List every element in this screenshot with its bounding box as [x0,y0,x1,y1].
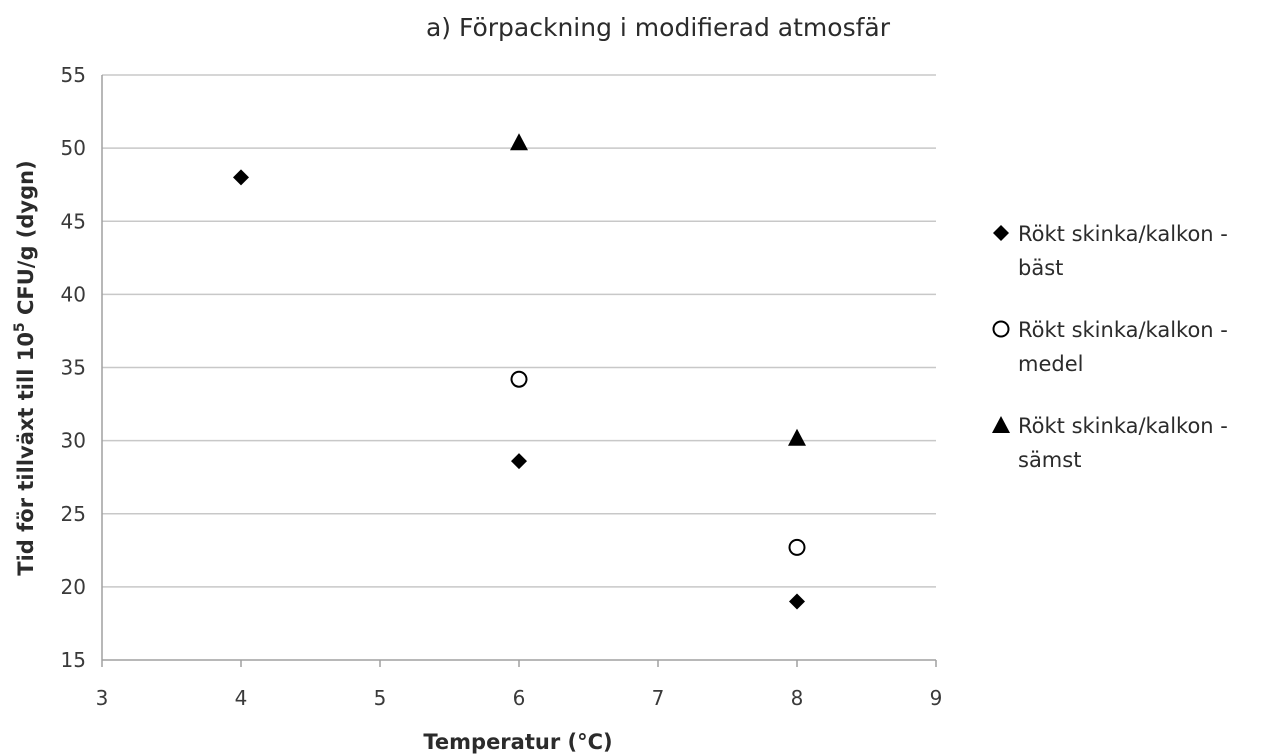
legend-label: Rökt skinka/kalkon - [1018,318,1228,342]
y-tick-label: 40 [61,282,86,306]
y-tick-label: 45 [61,209,86,233]
x-tick-label: 6 [513,686,526,710]
y-tick-label: 20 [61,575,86,599]
circle-open-data-point [510,370,528,388]
legend-circle-open-marker [992,320,1010,338]
legend-diamond-marker [993,225,1009,241]
diamond-data-point [789,593,805,610]
data-points [233,133,806,610]
y-axis-title-prefix: Tid för tillväxt till 10 [14,332,38,576]
legend-label: bäst [1018,256,1063,280]
x-tick-label: 9 [930,686,943,710]
triangle-data-point [788,428,806,446]
x-tick-label: 8 [791,686,804,710]
y-tick-label: 35 [61,356,86,380]
y-tick-label: 50 [61,136,86,160]
legend-label: Rökt skinka/kalkon - [1018,222,1228,246]
x-axis-title: Temperatur (°C) [423,730,612,754]
x-tick-labels: 3 4 5 6 7 8 9 [96,686,943,710]
legend: Rökt skinka/kalkon - bäst Rökt skinka/kalk… [992,222,1228,472]
y-tick-label: 30 [61,429,86,453]
y-axis-title-superscript: 5 [12,322,28,332]
y-tick-label: 15 [61,648,86,672]
chart-title: a) Förpackning i modifierad atmosfär [426,13,891,42]
y-tick-label: 55 [61,63,86,87]
y-axis-title: Tid för tillväxt till 105 CFU/g (dygn) [12,160,38,575]
legend-label: medel [1018,352,1083,376]
diamond-data-point [233,169,249,186]
y-tick-label: 25 [61,502,86,526]
y-tick-labels: 15 20 25 30 35 40 45 50 55 [61,63,86,672]
circle-open-data-point [788,538,806,556]
axes [101,75,937,667]
x-tick-label: 7 [652,686,665,710]
gridlines [102,74,936,588]
triangle-data-point [510,133,528,151]
x-tick-label: 3 [96,686,109,710]
legend-label: Rökt skinka/kalkon - [1018,414,1228,438]
legend-label: sämst [1018,448,1081,472]
diamond-data-point [511,453,527,470]
x-tick-label: 4 [235,686,248,710]
y-axis-title-suffix: CFU/g (dygn) [14,160,38,322]
legend-triangle-marker [992,416,1010,433]
x-tick-label: 5 [374,686,387,710]
